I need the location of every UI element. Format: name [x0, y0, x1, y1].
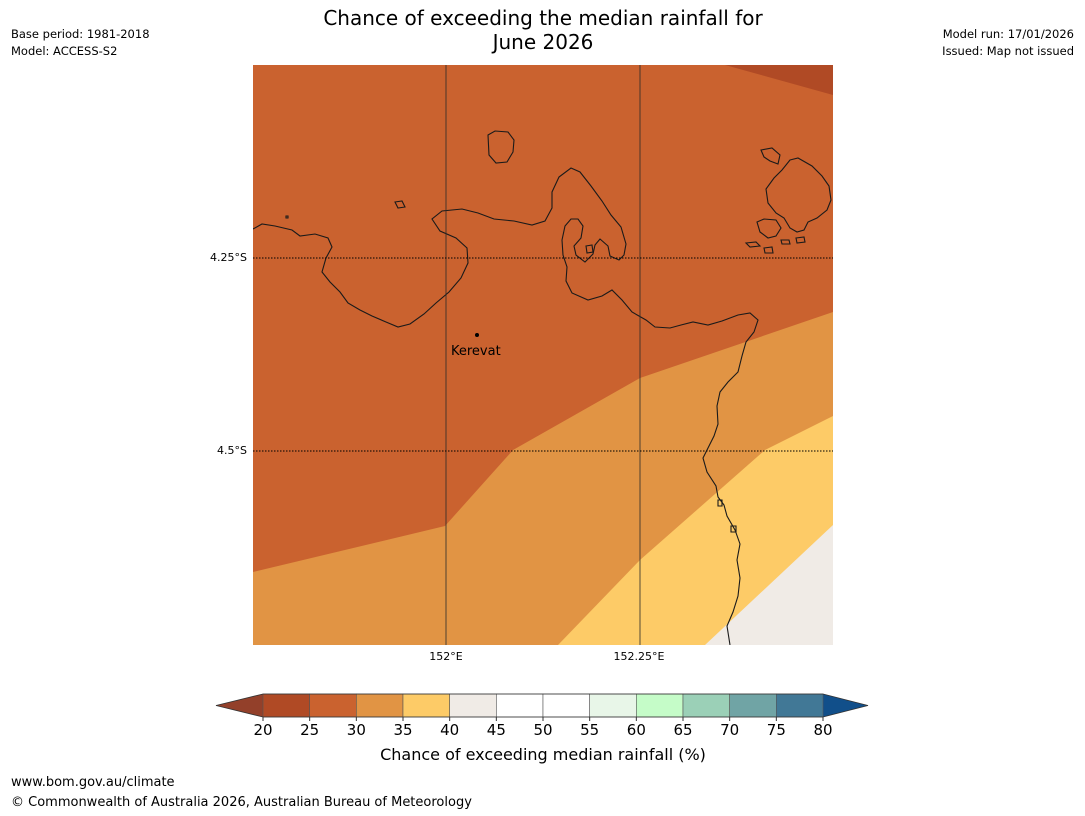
colorbar-tick-label-75: 75 [767, 721, 786, 739]
colorbar-bin-55 [589, 693, 637, 718]
colorbar-tick-label-80: 80 [813, 721, 832, 739]
colorbar: 20 25 30 35 40 45 50 55 60 65 70 75 80 [215, 693, 869, 739]
colorbar-tick-label-20: 20 [253, 721, 272, 739]
band-20-25 [725, 65, 833, 95]
colorbar-bin-40 [449, 693, 497, 718]
colorbar-tick-label-50: 50 [533, 721, 552, 739]
band-40-45 [705, 525, 833, 645]
model-run-text: Model run: 17/01/2026 [942, 27, 1074, 41]
lat-label-4-5: 4.5°S [217, 444, 247, 457]
parallels [253, 257, 833, 452]
colorbar-under-arrow [216, 694, 263, 717]
colorbar-tick-label-25: 25 [300, 721, 319, 739]
map-title: Chance of exceeding the median rainfall … [243, 6, 843, 54]
issued-text: Issued: Map not issued [942, 44, 1074, 58]
kerevat-label: Kerevat [451, 344, 501, 359]
colorbar-over-arrow [823, 694, 868, 717]
kerevat-marker [475, 333, 479, 337]
lat-label-4-25: 4.25°S [210, 251, 247, 264]
colorbar-tick-label-30: 30 [347, 721, 366, 739]
band-35-40 [558, 416, 833, 645]
colorbar-bin-35 [402, 693, 450, 718]
colorbar-bin-60 [636, 693, 684, 718]
colorbar-tick-label-65: 65 [673, 721, 692, 739]
colorbar-tick-label-60: 60 [627, 721, 646, 739]
colorbar-tick-label-45: 45 [487, 721, 506, 739]
colorbar-bin-45 [496, 693, 544, 718]
map-title-line2: June 2026 [492, 30, 594, 54]
footer-url: www.bom.gov.au/climate [11, 775, 175, 790]
meridians [445, 65, 641, 645]
map-area: Kerevat [253, 65, 833, 645]
colorbar-bin-30 [356, 693, 404, 718]
colorbar-tick-label-40: 40 [440, 721, 459, 739]
coastline [253, 130, 832, 645]
map-title-line1: Chance of exceeding the median rainfall … [323, 6, 763, 30]
colorbar-title: Chance of exceeding median rainfall (%) [380, 745, 706, 764]
meta-left: Base period: 1981-2018 Model: ACCESS-S2 [11, 26, 150, 60]
meta-right: Model run: 17/01/2026 Issued: Map not is… [942, 26, 1074, 60]
colorbar-bin-25 [309, 693, 357, 718]
footer-copyright: © Commonwealth of Australia 2026, Austra… [11, 795, 472, 810]
lon-label-152: 152°E [429, 650, 463, 663]
colorbar-bin-70 [729, 693, 777, 718]
colorbar-tick-label-55: 55 [580, 721, 599, 739]
colorbar-bin-20 [262, 693, 310, 718]
lon-label-152-25: 152.25°E [613, 650, 665, 663]
model-text: Model: ACCESS-S2 [11, 44, 118, 58]
colorbar-bin-65 [682, 693, 730, 718]
base-period-text: Base period: 1981-2018 [11, 27, 150, 41]
colorbar-bin-50 [542, 693, 590, 718]
colorbar-tick-label-70: 70 [720, 721, 739, 739]
colorbar-tick-label-35: 35 [393, 721, 412, 739]
colorbar-bin-75 [776, 693, 824, 718]
